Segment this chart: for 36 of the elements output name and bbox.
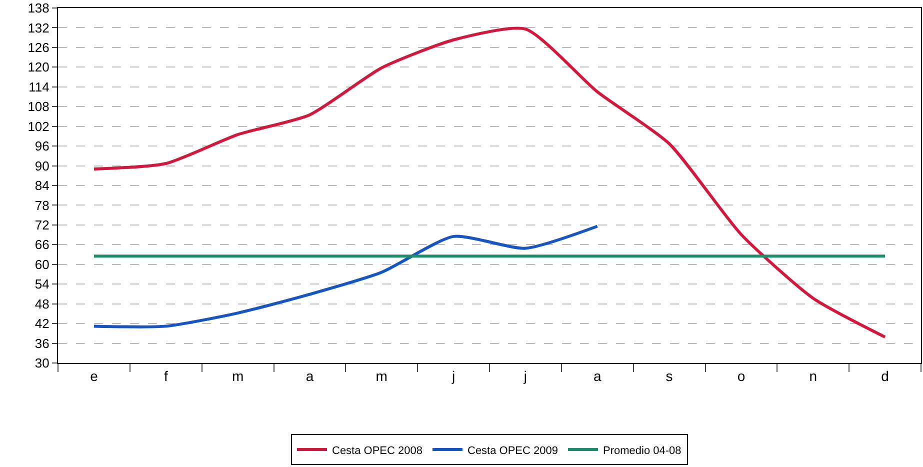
x-tick-label: a — [306, 368, 314, 384]
y-tick-label: 78 — [34, 198, 50, 213]
y-tick-label: 126 — [28, 40, 50, 55]
legend-label: Cesta OPEC 2008 — [332, 444, 422, 457]
y-tick-label: 66 — [34, 237, 50, 252]
y-tick-label: 84 — [34, 178, 50, 194]
x-tick-label: j — [450, 368, 456, 384]
y-tick-label: 72 — [34, 217, 50, 232]
y-tick-label: 114 — [28, 79, 50, 94]
line-series — [92, 224, 599, 328]
x-tick-label: o — [737, 368, 746, 384]
y-tick-label: 90 — [34, 158, 50, 174]
y-tick-label: 60 — [34, 256, 50, 272]
x-tick-label: a — [593, 368, 602, 384]
y-tick-label: 132 — [28, 20, 50, 36]
x-tick-label: n — [809, 368, 818, 384]
legend-label: Promedio 04-08 — [603, 444, 682, 457]
y-tick-label: 30 — [34, 356, 50, 371]
legend-label: Cesta OPEC 2009 — [468, 444, 558, 457]
line-series — [92, 26, 887, 339]
y-tick-label: 48 — [34, 296, 50, 312]
x-tick-label: j — [522, 368, 528, 384]
x-tick-label: e — [90, 368, 98, 384]
y-tick-label: 36 — [34, 336, 50, 351]
x-tick-label: d — [881, 368, 889, 384]
x-tick-label: s — [666, 368, 673, 384]
y-tick-label: 102 — [28, 118, 50, 134]
y-tick-label: 54 — [34, 276, 50, 292]
y-tick-label: 42 — [34, 316, 50, 332]
y-tick-label: 138 — [28, 0, 50, 16]
y-tick-label: 96 — [34, 138, 50, 154]
y-tick-label: 120 — [28, 60, 50, 75]
y-tick-label: 108 — [28, 99, 50, 114]
x-tick-label: f — [164, 368, 168, 384]
x-tick-label: m — [376, 368, 388, 384]
x-tick-label: m — [232, 368, 244, 384]
